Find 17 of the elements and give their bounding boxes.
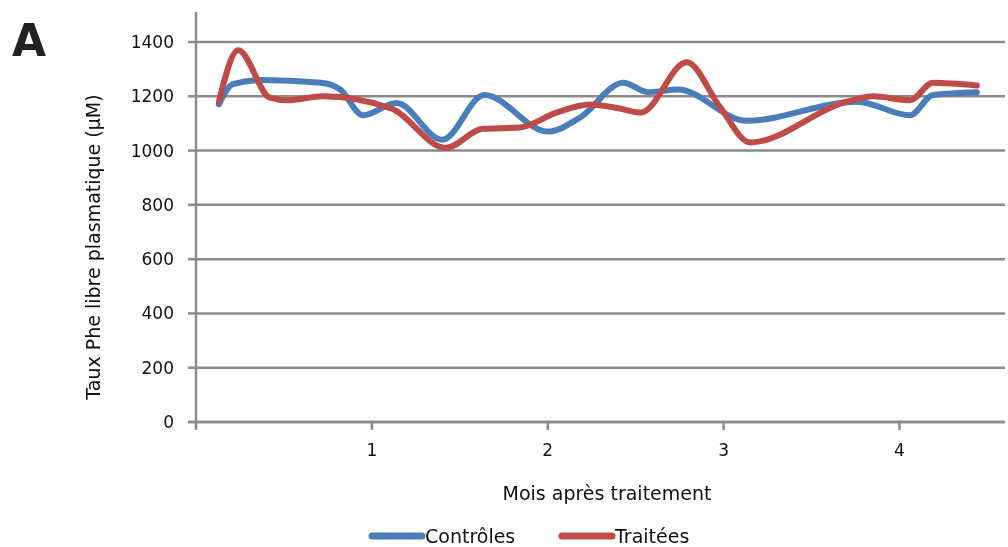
y-axis-title: Taux Phe libre plasmatique (µM) — [82, 94, 104, 401]
text: A — [12, 15, 47, 66]
x-axis-title: Mois après traitement — [502, 482, 712, 504]
x-tick-label: 3 — [718, 440, 730, 460]
y-tick-label: 200 — [141, 357, 174, 378]
y-tick-label: 1400 — [130, 31, 174, 52]
x-tick-label: 4 — [894, 440, 905, 460]
y-tick-label: 400 — [141, 303, 174, 324]
x-tick-label: 1 — [366, 440, 378, 460]
y-tick-label: 800 — [141, 194, 174, 215]
y-tick-label: 1000 — [130, 140, 174, 161]
y-tick-label: 600 — [141, 249, 174, 270]
y-tick-label: 1200 — [130, 86, 174, 107]
x-tick-label: 2 — [542, 440, 554, 460]
y-tick-label: 0 — [163, 411, 174, 432]
legend-label: Traitées — [614, 524, 690, 547]
legend-label: Contrôles — [425, 524, 516, 547]
